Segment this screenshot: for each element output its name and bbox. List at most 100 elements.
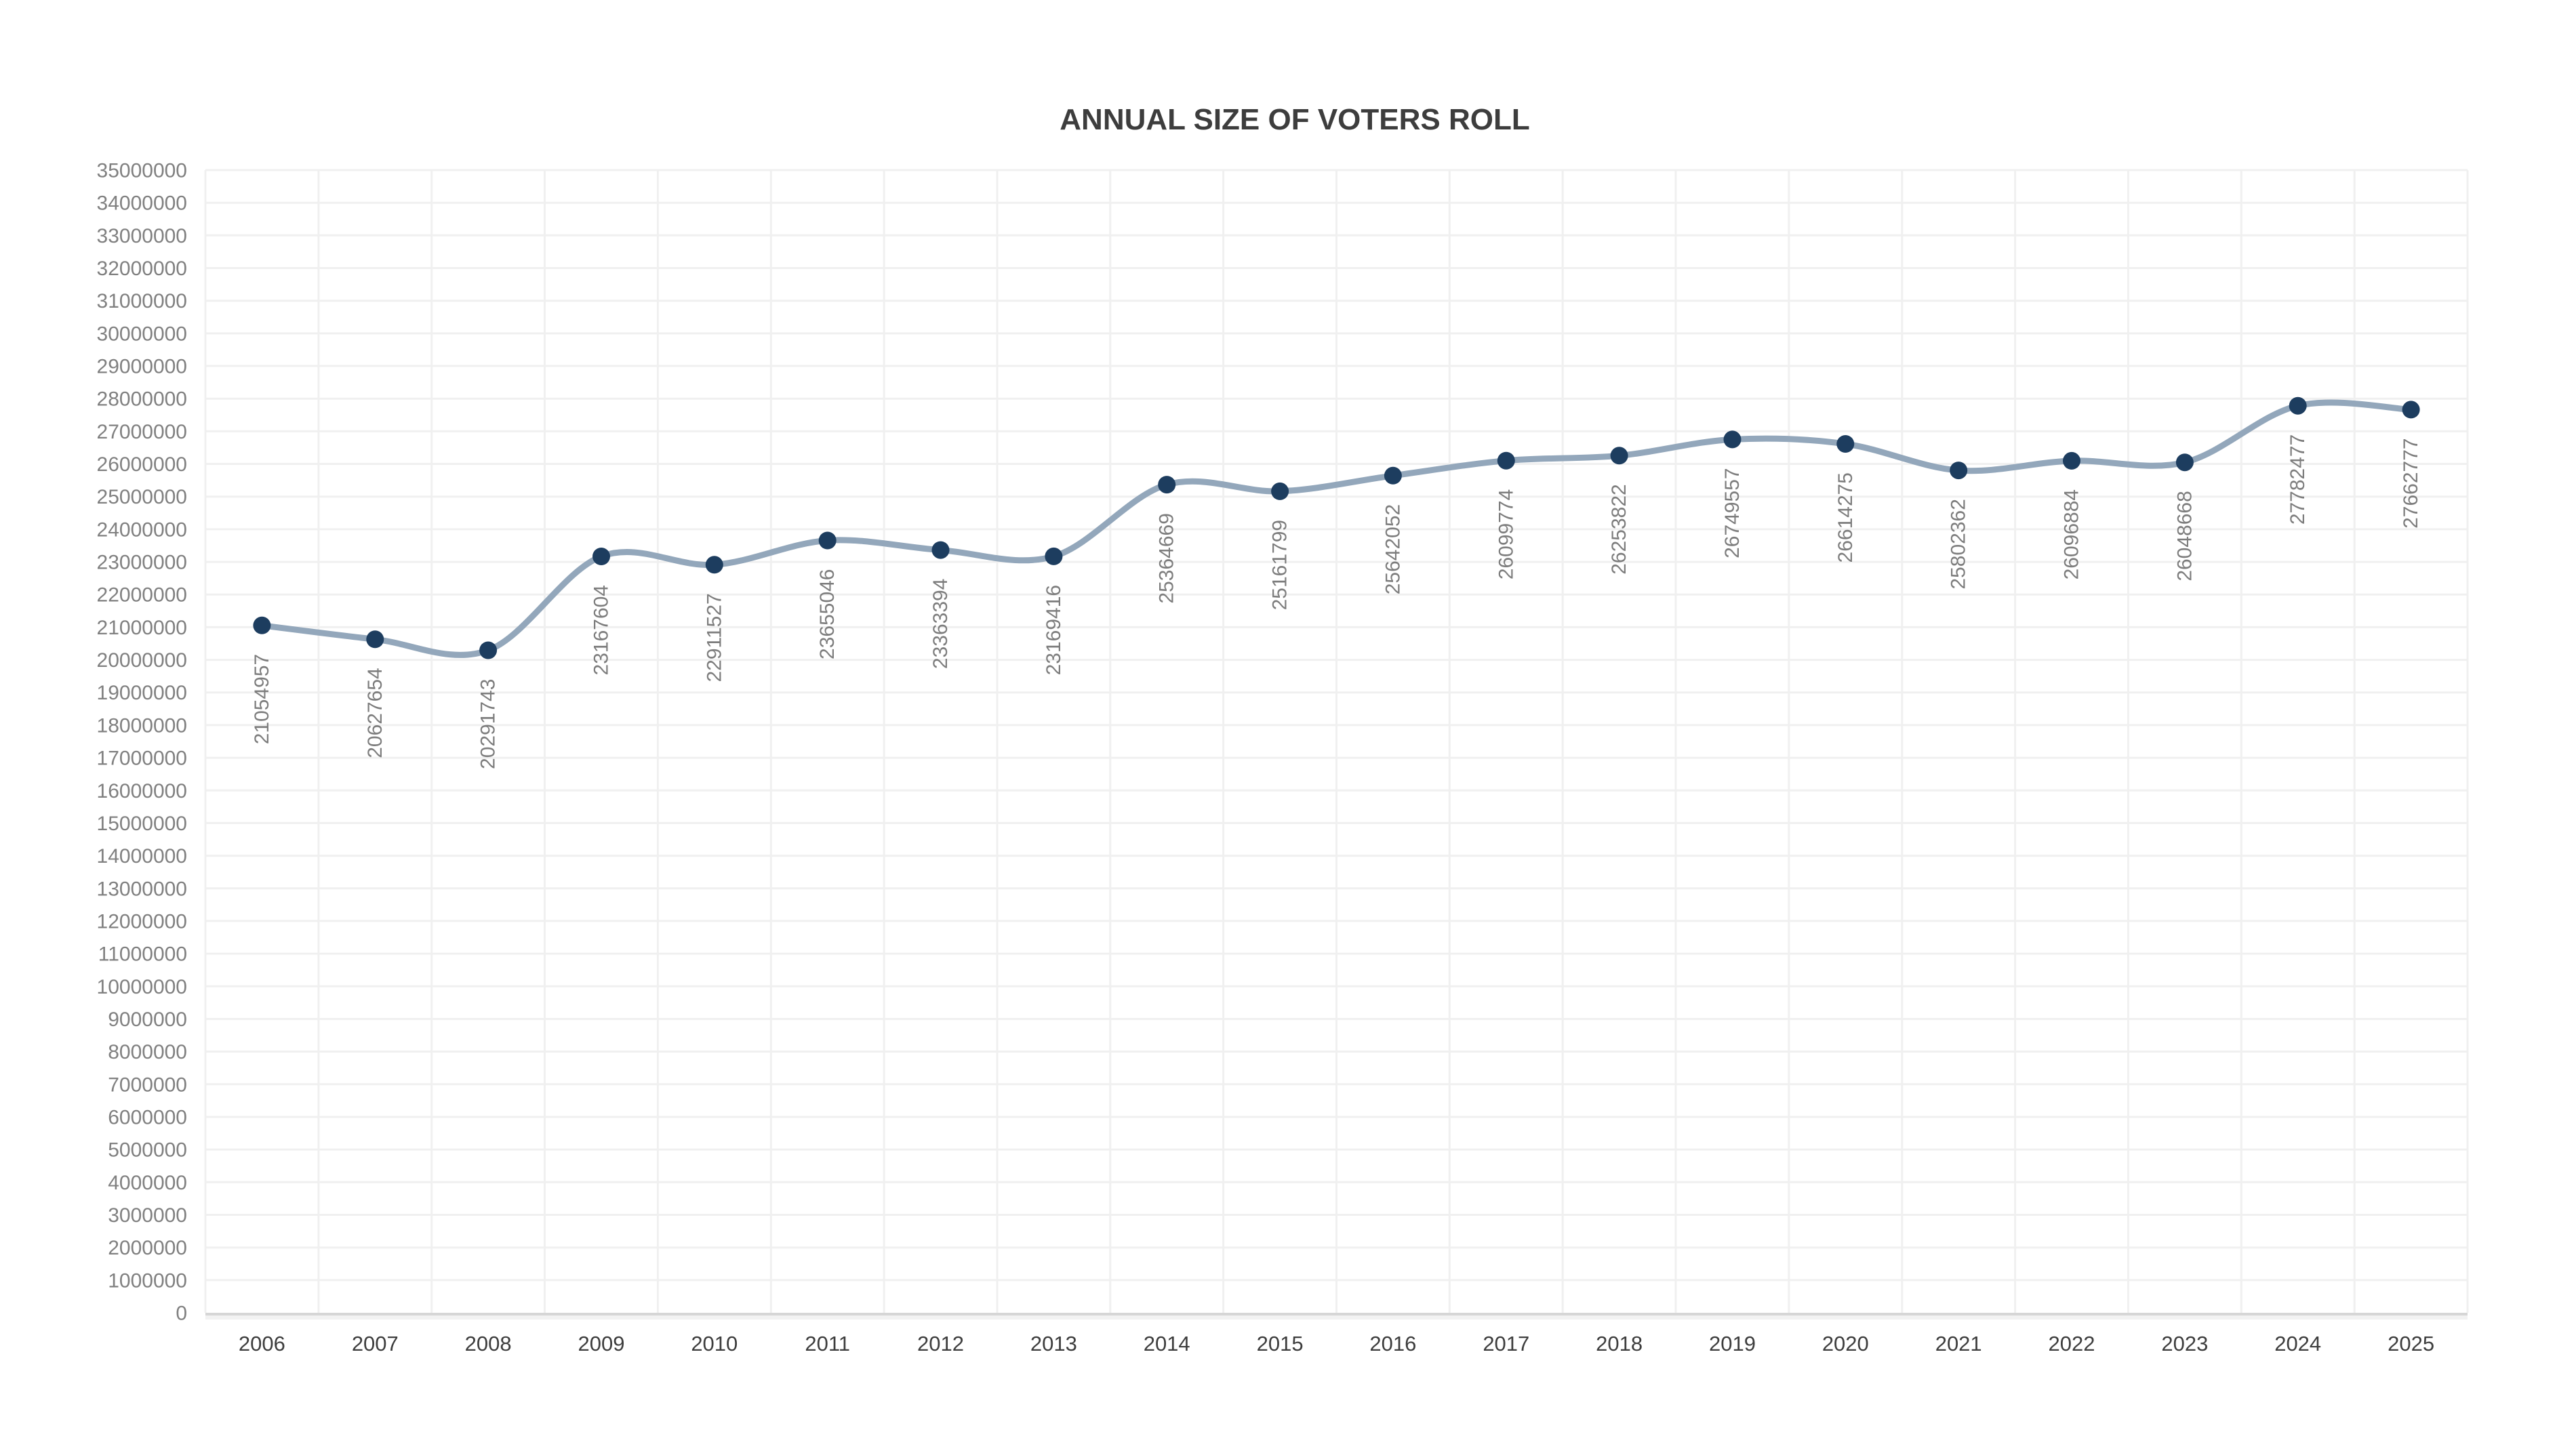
data-point-label: 23167604	[590, 585, 613, 675]
y-tick-label: 28000000	[97, 388, 187, 411]
data-point-label: 23363394	[929, 579, 952, 669]
y-tick-label: 1000000	[108, 1269, 187, 1292]
data-point	[2063, 451, 2080, 470]
data-point-label: 25802362	[1948, 499, 1970, 589]
y-tick-label: 8000000	[108, 1041, 187, 1063]
y-tick-label: 4000000	[108, 1172, 187, 1194]
y-tick-label: 3000000	[108, 1204, 187, 1227]
y-tick-label: 2000000	[108, 1237, 187, 1259]
x-tick-label: 2012	[917, 1332, 964, 1355]
data-point	[705, 556, 723, 574]
x-tick-label: 2021	[1935, 1332, 1982, 1355]
x-tick-label: 2020	[1822, 1332, 1869, 1355]
y-tick-label: 29000000	[97, 356, 187, 378]
x-tick-label: 2018	[1596, 1332, 1643, 1355]
data-point	[1045, 547, 1063, 565]
data-point	[2402, 401, 2420, 419]
x-tick-label: 2008	[465, 1332, 512, 1355]
x-tick-label: 2017	[1483, 1332, 1529, 1355]
data-point-label: 26096884	[2061, 489, 2083, 579]
y-tick-label: 22000000	[97, 584, 187, 607]
y-tick-label: 21000000	[97, 617, 187, 639]
y-tick-label: 7000000	[108, 1074, 187, 1096]
vertical-gridlines	[204, 170, 2469, 1313]
data-point-label: 26749557	[1721, 468, 1744, 558]
data-point	[1723, 430, 1742, 449]
data-point-label: 26048668	[2173, 491, 2196, 581]
y-tick-label: 32000000	[97, 258, 187, 280]
x-tick-label: 2024	[2274, 1332, 2321, 1355]
y-tick-label: 9000000	[108, 1008, 187, 1031]
y-tick-label: 13000000	[97, 878, 187, 900]
data-point-label: 23655046	[816, 569, 839, 659]
data-point-label: 22911527	[703, 593, 725, 682]
x-tick-label: 2006	[239, 1332, 285, 1355]
data-point-label: 25364669	[1156, 513, 1178, 603]
y-tick-label: 16000000	[97, 780, 187, 802]
data-point	[253, 616, 271, 634]
y-tick-label: 10000000	[97, 976, 187, 998]
x-tick-label: 2011	[805, 1332, 850, 1355]
data-point-label: 23169416	[1043, 585, 1065, 675]
y-tick-label: 20000000	[97, 649, 187, 672]
y-tick-label: 0	[176, 1303, 187, 1325]
data-point	[1497, 451, 1515, 470]
y-tick-label: 15000000	[97, 813, 187, 835]
x-tick-label: 2022	[2049, 1332, 2095, 1355]
y-tick-label: 30000000	[97, 323, 187, 345]
data-point	[1836, 435, 1855, 453]
x-tick-label: 2014	[1144, 1332, 1190, 1355]
x-tick-label: 2009	[578, 1332, 625, 1355]
data-point	[366, 630, 384, 649]
y-tick-label: 19000000	[97, 682, 187, 704]
y-axis-labels: 0 1000000 2000000 3000000 4000000 5000000 6000…	[97, 160, 187, 1325]
y-tick-label: 34000000	[97, 192, 187, 215]
data-point	[1271, 482, 1289, 500]
data-point-label: 20627654	[364, 668, 386, 758]
data-point	[2175, 453, 2194, 472]
data-point	[1384, 466, 1402, 485]
y-tick-label: 35000000	[97, 160, 187, 182]
x-axis-labels: 2006 2007 2008 2009 2010 2011 2012 2013 2014 2015…	[239, 1332, 2434, 1355]
data-point-label: 20291743	[477, 679, 500, 769]
y-tick-label: 26000000	[97, 453, 187, 476]
data-point	[818, 531, 837, 550]
data-labels: 21054957 20627654 20291743 23167604 22911527…	[251, 434, 2422, 769]
data-point-label: 26614275	[1834, 472, 1857, 563]
y-tick-label: 18000000	[97, 714, 187, 737]
data-point-label: 26099774	[1495, 489, 1517, 579]
data-point	[1158, 476, 1176, 494]
x-tick-label: 2013	[1030, 1332, 1077, 1355]
data-point	[1610, 447, 1628, 465]
y-tick-label: 24000000	[97, 518, 187, 541]
data-point	[592, 548, 610, 565]
y-tick-label: 25000000	[97, 486, 187, 508]
x-tick-label: 2015	[1257, 1332, 1304, 1355]
data-point	[479, 641, 498, 659]
x-tick-label: 2010	[691, 1332, 738, 1355]
x-tick-label: 2007	[352, 1332, 399, 1355]
y-tick-label: 12000000	[97, 910, 187, 933]
y-tick-label: 11000000	[98, 943, 187, 966]
y-tick-label: 14000000	[97, 845, 187, 868]
x-tick-label: 2023	[2161, 1332, 2208, 1355]
chart-title: ANNUAL SIZE OF VOTERS ROLL	[1060, 103, 1530, 136]
data-point	[2289, 396, 2307, 415]
x-tick-label: 2016	[1369, 1332, 1416, 1355]
x-tick-label: 2019	[1709, 1332, 1756, 1355]
y-tick-label: 31000000	[97, 290, 187, 312]
y-tick-label: 23000000	[97, 552, 187, 574]
data-point-label: 27782477	[2287, 434, 2309, 525]
data-point-label: 25642052	[1382, 504, 1404, 594]
y-tick-label: 6000000	[108, 1107, 187, 1129]
x-tick-label: 2025	[2388, 1332, 2434, 1355]
data-point-label: 25161799	[1269, 520, 1291, 610]
data-points	[253, 396, 2420, 659]
data-point-label: 21054957	[251, 654, 273, 744]
data-point	[931, 541, 950, 559]
data-point-label: 27662777	[2400, 438, 2422, 528]
y-tick-label: 33000000	[97, 225, 187, 247]
y-tick-label: 5000000	[108, 1139, 187, 1162]
